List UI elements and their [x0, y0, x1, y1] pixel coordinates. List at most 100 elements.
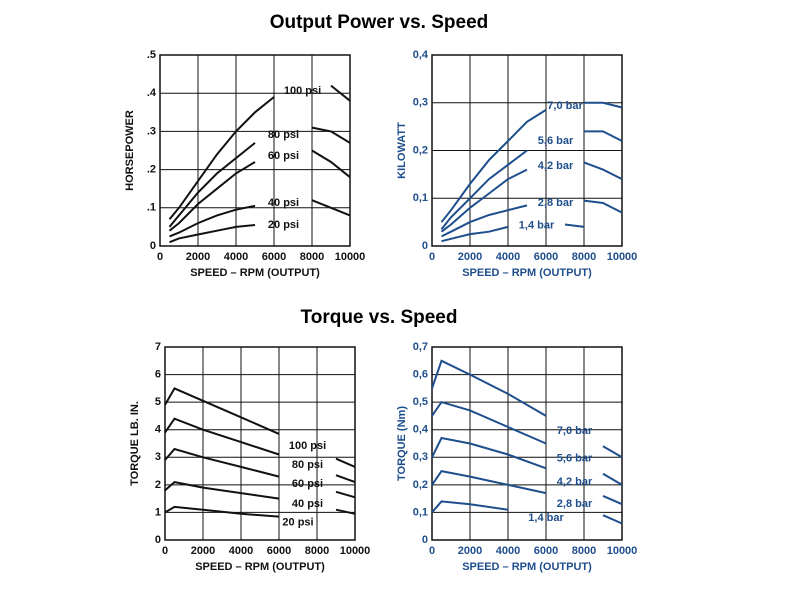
- x-axis-label: SPEED – RPM (OUTPUT): [462, 561, 592, 573]
- series-line: [441, 223, 585, 243]
- series-label: 7,0 bar: [547, 100, 583, 112]
- plot-frame: [431, 54, 623, 247]
- series-label: 80 psi: [292, 459, 323, 471]
- x-tick-label: 0: [157, 251, 163, 263]
- series-line: [431, 436, 623, 506]
- y-tick-label: 0,7: [413, 341, 428, 353]
- x-tick-label: 2000: [458, 251, 482, 263]
- series-label: 40 psi: [268, 197, 299, 209]
- series-line: [164, 417, 356, 484]
- y-axis-label: KILOWATT: [396, 122, 408, 179]
- y-tick-label: 0,2: [413, 144, 428, 156]
- y-tick-label: 0: [422, 534, 428, 546]
- y-axis-label: TORQUE (Nm): [396, 406, 408, 481]
- x-axis-label: SPEED – RPM (OUTPUT): [190, 267, 320, 279]
- y-tick-label: .2: [147, 164, 156, 176]
- x-tick-label: 0: [162, 545, 168, 557]
- plot-frame: [164, 346, 356, 541]
- x-tick-label: 8000: [572, 545, 596, 557]
- x-tick-label: 8000: [572, 251, 596, 263]
- x-tick-label: 2000: [186, 251, 210, 263]
- x-tick-label: 6000: [534, 251, 558, 263]
- series-label: 20 psi: [268, 219, 299, 231]
- series-line: [440, 130, 623, 230]
- x-tick-label: 0: [429, 251, 435, 263]
- y-tick-label: 4: [155, 424, 162, 436]
- series-label: 4,2 bar: [557, 476, 593, 488]
- x-tick-label: 2000: [458, 545, 482, 557]
- x-tick-label: 6000: [534, 545, 558, 557]
- y-tick-label: .3: [147, 125, 156, 137]
- series-label: 60 psi: [292, 478, 323, 490]
- y-tick-label: 0,3: [413, 451, 428, 463]
- x-tick-label: 4000: [496, 251, 520, 263]
- series-line: [431, 469, 623, 525]
- x-tick-label: 8000: [300, 251, 324, 263]
- x-tick-label: 4000: [229, 545, 253, 557]
- x-tick-label: 10000: [335, 251, 366, 263]
- x-tick-label: 8000: [305, 545, 329, 557]
- y-tick-label: 0,3: [413, 97, 428, 109]
- y-tick-label: .5: [147, 49, 156, 61]
- series-line: [431, 359, 623, 459]
- series-label: 100 psi: [289, 440, 326, 452]
- series-label: 80 psi: [268, 129, 299, 141]
- series-label: 60 psi: [268, 150, 299, 162]
- series-line: [431, 400, 623, 486]
- y-tick-label: 0,1: [413, 192, 428, 204]
- x-tick-label: 4000: [224, 251, 248, 263]
- y-axis-label: TORQUE LB. IN.: [129, 401, 141, 486]
- y-tick-label: 0: [155, 534, 161, 546]
- x-tick-label: 0: [429, 545, 435, 557]
- x-axis-label: SPEED – RPM (OUTPUT): [195, 561, 325, 573]
- series-line: [440, 161, 623, 233]
- series-line: [168, 84, 351, 220]
- x-tick-label: 6000: [262, 251, 286, 263]
- series-line: [169, 199, 351, 238]
- y-tick-label: 5: [155, 396, 161, 408]
- x-tick-label: 10000: [607, 251, 638, 263]
- series-label: 1,4 bar: [519, 220, 555, 232]
- series-label: 7,0 bar: [557, 425, 593, 437]
- series-line: [164, 481, 356, 515]
- y-tick-label: 0: [150, 240, 156, 252]
- y-tick-label: .1: [147, 202, 156, 214]
- x-tick-label: 10000: [340, 545, 371, 557]
- series-label: 4,2 bar: [538, 160, 574, 172]
- series-line: [440, 101, 623, 223]
- y-tick-label: 0,4: [413, 424, 429, 436]
- y-tick-label: 6: [155, 368, 161, 380]
- y-tick-label: .4: [147, 87, 157, 99]
- y-axis-label: HORSEPOWER: [124, 110, 136, 191]
- section-title: Torque vs. Speed: [301, 307, 458, 328]
- x-tick-label: 6000: [267, 545, 291, 557]
- series-line: [168, 149, 351, 232]
- plot-frame: [431, 346, 623, 541]
- series-label: 2,8 bar: [557, 498, 593, 510]
- x-tick-label: 10000: [607, 545, 638, 557]
- series-line: [168, 126, 351, 228]
- series-line: [164, 447, 356, 499]
- y-tick-label: 0: [422, 240, 428, 252]
- series-label: 5,6 bar: [538, 135, 574, 147]
- series-line: [164, 387, 356, 468]
- y-tick-label: 0,6: [413, 368, 428, 380]
- plot-frame: [159, 54, 351, 247]
- y-tick-label: 3: [155, 451, 161, 463]
- series-label: 1,4 bar: [528, 512, 564, 524]
- y-tick-label: 1: [155, 506, 161, 518]
- y-tick-label: 0,2: [413, 479, 428, 491]
- section-title: Output Power vs. Speed: [270, 12, 489, 33]
- y-tick-label: 0,5: [413, 396, 428, 408]
- x-tick-label: 4000: [496, 545, 520, 557]
- y-tick-label: 0,4: [413, 49, 429, 61]
- x-axis-label: SPEED – RPM (OUTPUT): [462, 267, 592, 279]
- series-label: 5,6 bar: [557, 453, 593, 465]
- series-label: 40 psi: [292, 498, 323, 510]
- series-label: 2,8 bar: [538, 197, 574, 209]
- series-label: 20 psi: [282, 517, 313, 529]
- y-tick-label: 0,1: [413, 506, 428, 518]
- y-tick-label: 2: [155, 479, 161, 491]
- series-line: [441, 199, 623, 238]
